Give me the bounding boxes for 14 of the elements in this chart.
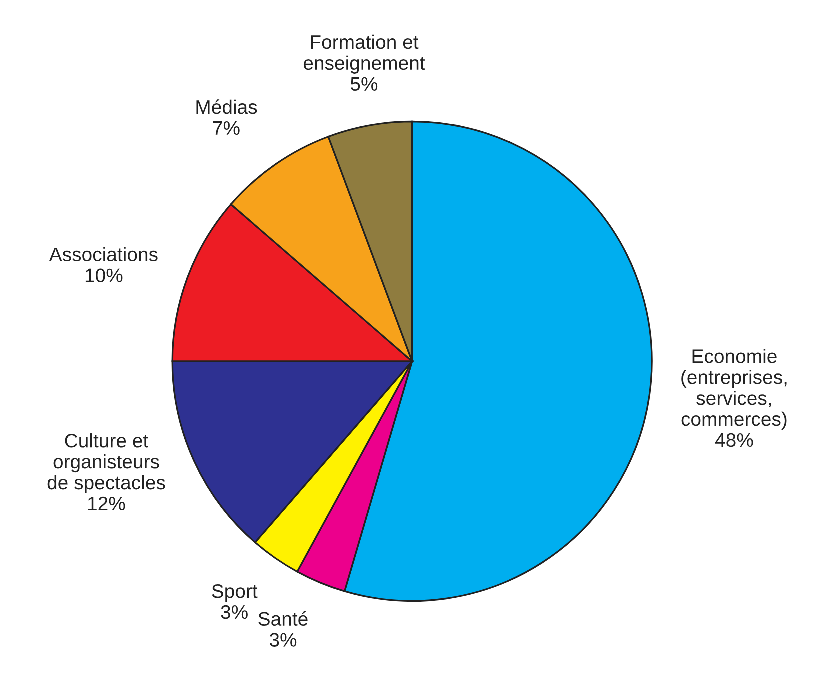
data-label: 12% (88, 496, 126, 511)
data-label: 7% (213, 121, 240, 136)
slice-label: Sport (212, 584, 258, 602)
slice-label: Médias (196, 100, 258, 114)
slice-label: Economie (entreprises, services, commerces) (682, 349, 787, 430)
data-label: 5% (350, 77, 378, 92)
slice-label: Santé (258, 612, 308, 626)
data-label: 48% (715, 433, 754, 448)
data-label: 3% (221, 605, 248, 620)
slice-label: Associations (49, 247, 158, 262)
data-label: 3% (270, 633, 297, 647)
slice-label: Formation et enseignement (304, 34, 426, 74)
data-label: 10% (86, 268, 123, 282)
slice-label: Culture et organisteurs de spectacles (48, 434, 166, 494)
